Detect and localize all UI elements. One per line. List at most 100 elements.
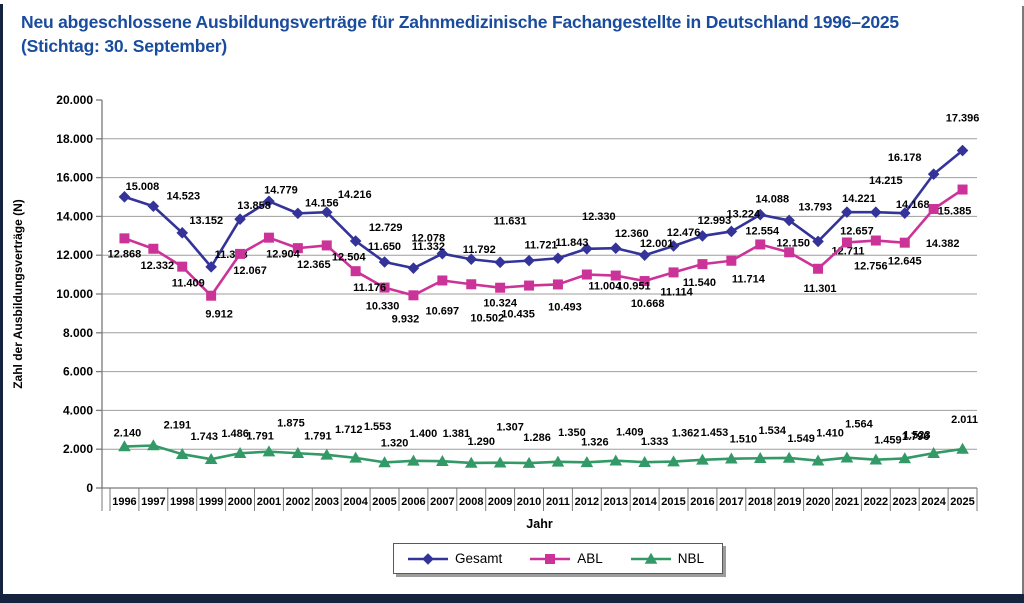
value-label-abl-2023: 12.645 [888, 256, 922, 268]
value-label-gesamt-2014: 12.001 [640, 238, 674, 250]
value-label-gesamt-2006: 11.332 [412, 241, 445, 253]
value-label-nbl-2023: 1.523 [903, 429, 931, 441]
value-label-abl-2003: 12.504 [332, 251, 367, 263]
marker-nbl-2001 [262, 445, 276, 457]
y-tick-label: 16.000 [56, 171, 93, 185]
marker-nbl-1999 [204, 452, 218, 464]
marker-nbl-2006 [407, 454, 420, 466]
marker-gesamt-2007 [436, 247, 449, 260]
marker-nbl-2003 [320, 448, 334, 460]
legend-item-nbl: NBL [630, 551, 705, 566]
x-tick-label: 2000 [228, 496, 252, 508]
value-label-nbl-1999: 1.486 [221, 428, 249, 440]
x-tick-label: 2019 [777, 496, 801, 508]
marker-nbl-2018 [753, 452, 767, 464]
marker-abl-2024 [928, 203, 939, 214]
y-tick-label: 8.000 [63, 326, 93, 340]
value-label-gesamt-2000: 13.858 [237, 200, 271, 212]
series-gesamt: 15.00814.52313.15211.39813.85814.77914.1… [118, 113, 979, 274]
value-label-gesamt-2024: 16.178 [888, 152, 922, 164]
marker-abl-2017 [726, 255, 737, 266]
value-label-abl-2015: 11.114 [660, 286, 693, 298]
y-tick-label: 6.000 [63, 365, 93, 379]
marker-nbl-2014 [638, 455, 651, 467]
marker-gesamt-2012 [581, 242, 593, 255]
marker-gesamt-2018 [754, 208, 767, 221]
marker-gesamt-2023 [898, 207, 911, 219]
x-tick-label: 2016 [690, 496, 714, 508]
marker-nbl-2002 [291, 447, 305, 459]
marker-nbl-2013 [609, 454, 623, 466]
marker-nbl-2017 [725, 452, 738, 464]
value-label-abl-1997: 12.332 [141, 260, 175, 272]
value-label-abl-2007: 10.697 [426, 305, 460, 317]
value-label-nbl-2021: 1.564 [845, 419, 873, 431]
marker-abl-2003 [321, 240, 332, 251]
x-tick-label: 2006 [401, 496, 425, 508]
marker-gesamt-1997 [147, 200, 160, 213]
x-tick-label: 2023 [893, 496, 917, 508]
value-label-abl-2022: 12.756 [854, 261, 888, 273]
chart-title-line2: (Stichtag: 30. September) [21, 36, 228, 57]
marker-abl-2015 [668, 267, 679, 278]
y-axis-title: Zahl der Ausbildungsverträge (N) [11, 199, 25, 389]
marker-abl-2009 [495, 282, 506, 293]
value-label-gesamt-2010: 11.721 [525, 240, 558, 252]
value-label-gesamt-2009: 11.631 [494, 215, 527, 227]
legend-item-abl: ABL [530, 551, 603, 566]
marker-abl-2020 [813, 263, 824, 274]
x-tick-label: 2007 [430, 496, 454, 508]
value-label-abl-2008: 10.502 [470, 312, 504, 324]
value-label-nbl-2006: 1.400 [410, 428, 438, 440]
marker-gesamt-2015 [667, 240, 680, 252]
legend-swatch-gesamt [408, 552, 448, 565]
x-tick-label: 1998 [170, 496, 194, 508]
value-label-nbl-2020: 1.410 [816, 428, 844, 440]
marker-nbl-2020 [811, 454, 825, 466]
x-tick-label: 2004 [343, 496, 368, 508]
marker-gesamt-2014 [638, 249, 651, 261]
marker-nbl-2023 [898, 452, 912, 464]
value-label-gesamt-2018: 14.088 [755, 194, 789, 206]
legend-label-gesamt: Gesamt [455, 551, 503, 566]
value-label-gesamt-2017: 13.224 [727, 208, 762, 220]
marker-abl-2011 [552, 279, 563, 290]
marker-abl-2002 [292, 243, 303, 254]
value-label-nbl-2014: 1.333 [641, 436, 669, 448]
series-line-gesamt [124, 149, 964, 270]
marker-abl-2006 [408, 290, 419, 301]
y-tick-label: 12.000 [56, 248, 93, 262]
value-label-abl-2012: 11.004 [588, 281, 622, 293]
marker-abl-2025 [957, 184, 968, 195]
marker-abl-2018 [755, 239, 766, 250]
marker-nbl-2004 [349, 451, 362, 463]
marker-gesamt-2003 [320, 206, 333, 219]
marker-gesamt-2011 [552, 252, 564, 265]
page-bottom-bar [0, 594, 1024, 603]
value-label-nbl-2005: 1.320 [381, 437, 409, 449]
value-label-abl-2020: 11.301 [804, 283, 837, 295]
marker-gesamt-2009 [494, 256, 506, 269]
legend-label-nbl: NBL [677, 551, 705, 566]
value-label-nbl-2018: 1.534 [758, 425, 786, 437]
value-label-nbl-2025: 2.011 [951, 414, 978, 426]
value-label-gesamt-2003: 14.216 [338, 189, 372, 201]
marker-gesamt-2006 [407, 262, 420, 274]
legend-swatch-nbl [630, 552, 671, 564]
value-label-nbl-2022: 1.459 [874, 435, 902, 447]
value-label-abl-2018: 12.554 [745, 225, 780, 237]
value-label-gesamt-2019: 13.793 [798, 201, 832, 213]
marker-nbl-2021 [840, 451, 854, 463]
marker-abl-2005 [379, 282, 390, 293]
marker-abl-2012 [581, 269, 592, 280]
value-label-nbl-2002: 1.791 [304, 430, 332, 442]
x-tick-label: 2014 [632, 496, 657, 508]
legend-label-abl: ABL [577, 551, 603, 566]
marker-nbl-2022 [869, 453, 883, 465]
chart-title: Neu abgeschlossene Ausbildungsverträge f… [21, 10, 981, 58]
x-tick-label: 2017 [719, 496, 743, 508]
marker-gesamt-2024 [927, 168, 940, 180]
value-label-gesamt-2008: 11.792 [463, 244, 496, 256]
legend-swatch-abl [530, 553, 571, 564]
